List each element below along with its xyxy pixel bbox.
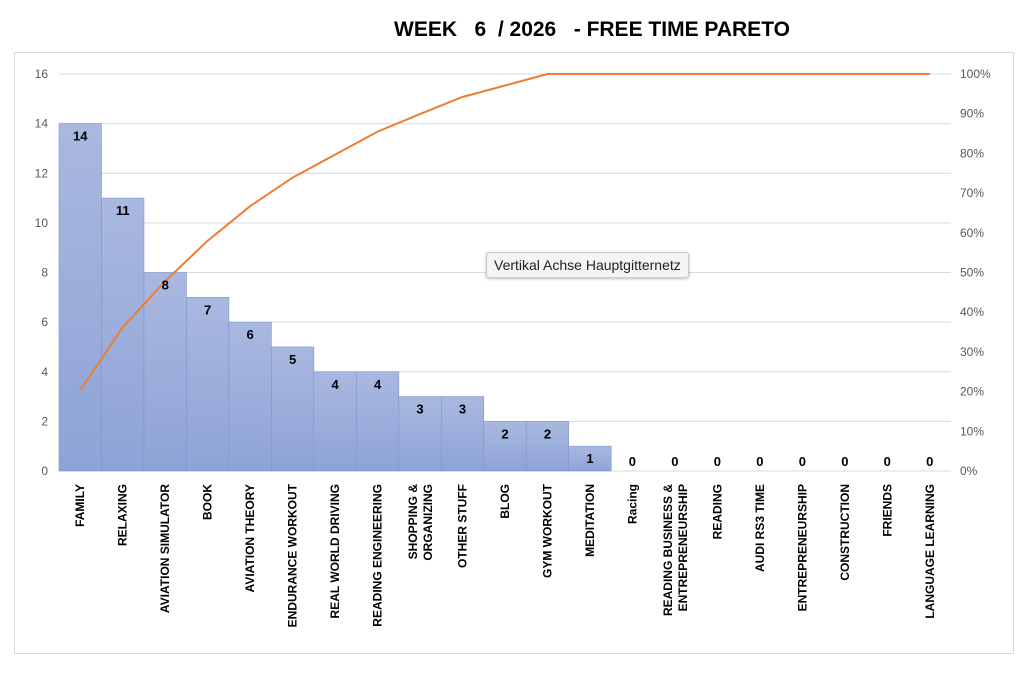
y-tick-label: 12 xyxy=(35,166,49,180)
bars xyxy=(58,123,612,472)
data-label: 7 xyxy=(204,302,211,317)
gridline-tooltip: Vertikal Achse Hauptgitternetz xyxy=(486,252,689,278)
category-label: BLOG xyxy=(498,484,512,519)
category-label: AVIATION SIMULATOR xyxy=(158,484,172,613)
y-tick-label: 10 xyxy=(35,216,49,230)
category-label: ENDURANCE WORKOUT xyxy=(286,483,300,627)
y-tick-label: 6 xyxy=(41,315,48,329)
data-labels: 14 11 8 7 6 5 4 4 3 3 2 2 1 0 0 0 0 0 0 0 0 xyxy=(73,129,933,469)
y2-tick-label: 90% xyxy=(960,107,984,121)
bar[interactable] xyxy=(313,371,357,472)
y2-tick-label: 40% xyxy=(960,305,984,319)
data-label: 0 xyxy=(714,454,721,469)
category-label: READING ENGINEERING xyxy=(371,484,385,627)
data-label: 14 xyxy=(73,129,88,144)
bar[interactable] xyxy=(356,371,400,472)
data-label: 3 xyxy=(416,402,423,417)
bar[interactable] xyxy=(228,321,272,472)
y2-tick-label: 80% xyxy=(960,146,984,160)
data-label: 6 xyxy=(247,327,254,342)
category-label: MEDITATION xyxy=(583,484,597,557)
y-tick-label: 4 xyxy=(41,365,48,379)
bar[interactable] xyxy=(143,272,187,472)
data-label: 0 xyxy=(884,454,891,469)
bar[interactable] xyxy=(568,445,612,472)
category-label: BOOK xyxy=(201,484,215,520)
y2-tick-label: 10% xyxy=(960,424,984,438)
data-label: 0 xyxy=(926,454,933,469)
category-label: Racing xyxy=(625,484,639,524)
y-tick-label: 8 xyxy=(41,266,48,280)
category-label: GYM WORKOUT xyxy=(540,483,554,578)
data-label: 11 xyxy=(116,203,130,218)
bar[interactable] xyxy=(101,197,145,472)
cumulative-line xyxy=(79,73,930,391)
y-tick-label: 0 xyxy=(41,464,48,478)
category-label: AUDI RS3 TIME xyxy=(753,484,767,572)
data-label: 2 xyxy=(501,426,508,441)
data-label: 5 xyxy=(289,352,296,367)
category-label: SHOPPING &ORGANIZING xyxy=(406,484,435,561)
data-label: 1 xyxy=(586,451,593,466)
bar[interactable] xyxy=(398,396,442,472)
y2-axis-ticks: 0% 10% 20% 30% 40% 50% 60% 70% 80% 90% 100% xyxy=(960,67,991,478)
chart-area[interactable] xyxy=(14,52,1014,654)
bar[interactable] xyxy=(440,396,485,472)
category-label: LANGUAGE LEARNING xyxy=(923,484,937,619)
category-label: CONSTRUCTION xyxy=(838,484,852,581)
y2-tick-label: 50% xyxy=(960,266,984,280)
bar[interactable] xyxy=(186,297,230,472)
y2-tick-label: 70% xyxy=(960,186,984,200)
category-label: FAMILY xyxy=(73,484,87,527)
y-tick-label: 2 xyxy=(41,414,48,428)
bar[interactable] xyxy=(271,346,315,472)
bar[interactable] xyxy=(525,421,570,472)
data-label: 3 xyxy=(459,402,466,417)
chart-title: WEEK 6 / 2026 - FREE TIME PARETO xyxy=(394,18,790,41)
data-label: 0 xyxy=(841,454,848,469)
y-axis-ticks: 0 2 4 6 8 10 12 14 16 xyxy=(35,67,49,478)
data-label: 0 xyxy=(799,454,806,469)
y2-tick-label: 0% xyxy=(960,464,978,478)
category-label: AVIATION THEORY xyxy=(243,484,257,592)
category-label: OTHER STUFF xyxy=(456,484,470,568)
y2-tick-label: 30% xyxy=(960,345,984,359)
category-label: ENTREPRENEURSHIP xyxy=(795,484,809,611)
y-tick-label: 16 xyxy=(35,67,49,81)
category-label: REAL WORLD DRIVING xyxy=(328,484,342,618)
bar[interactable] xyxy=(58,123,102,472)
cumulative-percent-line[interactable] xyxy=(79,73,930,391)
category-label: READING BUSINESS &ENTREPRENEURSHIP xyxy=(661,484,690,616)
category-label: FRIENDS xyxy=(880,484,894,537)
y-tick-label: 14 xyxy=(35,117,49,131)
category-labels: FAMILY RELAXING AVIATION SIMULATOR BOOK AVIA… xyxy=(73,483,937,627)
data-label: 0 xyxy=(629,454,636,469)
y2-tick-label: 60% xyxy=(960,226,984,240)
data-label: 4 xyxy=(374,377,382,392)
data-label: 0 xyxy=(671,454,678,469)
category-label: RELAXING xyxy=(116,484,130,546)
data-label: 2 xyxy=(544,426,551,441)
data-label: 4 xyxy=(331,377,339,392)
y2-tick-label: 100% xyxy=(960,67,991,81)
data-label: 8 xyxy=(162,278,169,293)
data-label: 0 xyxy=(756,454,763,469)
category-label: READING xyxy=(710,484,724,539)
y2-tick-label: 20% xyxy=(960,385,984,399)
